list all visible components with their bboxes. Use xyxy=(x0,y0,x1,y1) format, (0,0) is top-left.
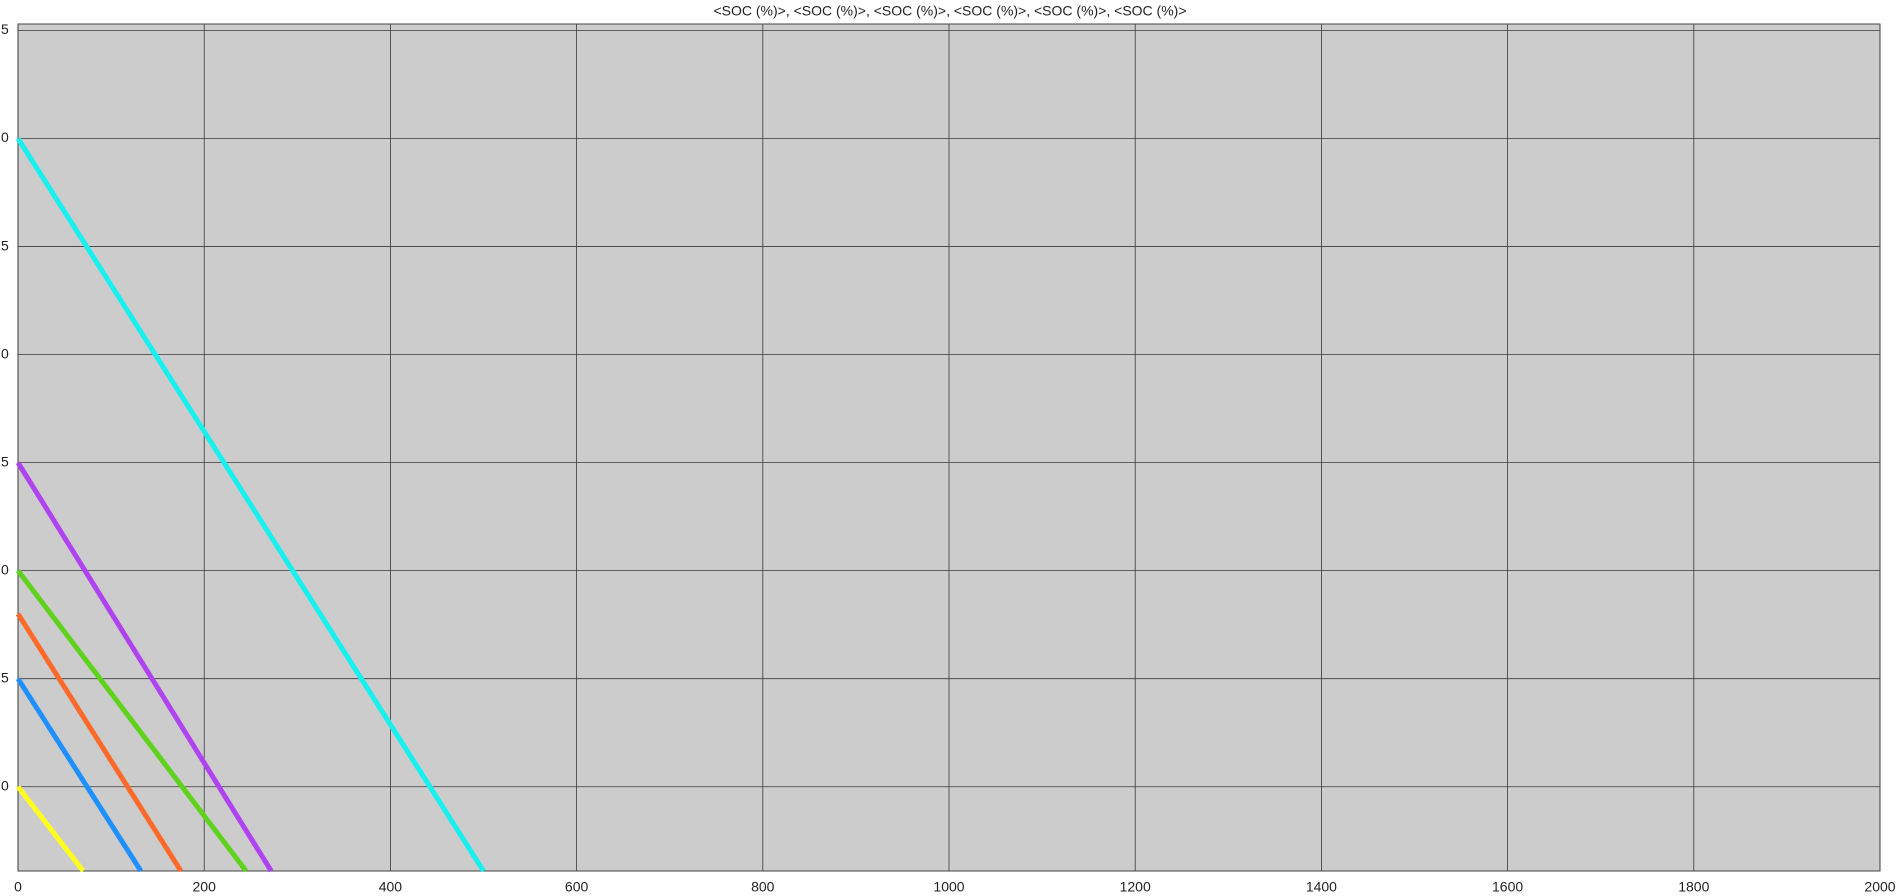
y-tick-label: 0 xyxy=(1,345,9,361)
y-tick-label: 5 xyxy=(1,453,9,469)
x-tick-label: 1200 xyxy=(1120,879,1151,895)
x-tick-label: 400 xyxy=(379,879,403,895)
x-tick-label: 1400 xyxy=(1306,879,1337,895)
x-tick-label: 2000 xyxy=(1864,879,1895,895)
series-line xyxy=(15,612,184,873)
x-tick-label: 800 xyxy=(751,879,775,895)
series-line xyxy=(16,569,249,873)
x-tick-label: 1000 xyxy=(933,879,964,895)
y-tick-label: 5 xyxy=(1,21,9,37)
series-line xyxy=(15,677,143,873)
chart-title: <SOC (%)>, <SOC (%)>, <SOC (%)>, <SOC (%… xyxy=(713,3,1186,19)
y-tick-label: 5 xyxy=(1,237,9,253)
y-tick-label: 0 xyxy=(1,777,9,793)
x-tick-label: 0 xyxy=(14,879,22,895)
x-tick-label: 200 xyxy=(193,879,217,895)
x-tick-label: 1600 xyxy=(1492,879,1523,895)
series-line xyxy=(15,461,274,873)
y-tick-label: 0 xyxy=(1,129,9,145)
x-tick-label: 1800 xyxy=(1678,879,1709,895)
y-tick-label: 0 xyxy=(1,561,9,577)
y-tick-label: 5 xyxy=(1,669,9,685)
series-line xyxy=(15,137,486,873)
x-tick-label: 600 xyxy=(565,879,589,895)
series-line xyxy=(16,785,86,873)
